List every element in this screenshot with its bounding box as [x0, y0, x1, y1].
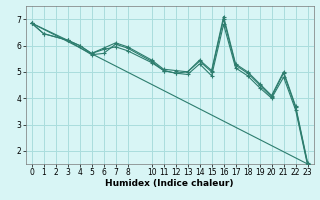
- X-axis label: Humidex (Indice chaleur): Humidex (Indice chaleur): [105, 179, 234, 188]
